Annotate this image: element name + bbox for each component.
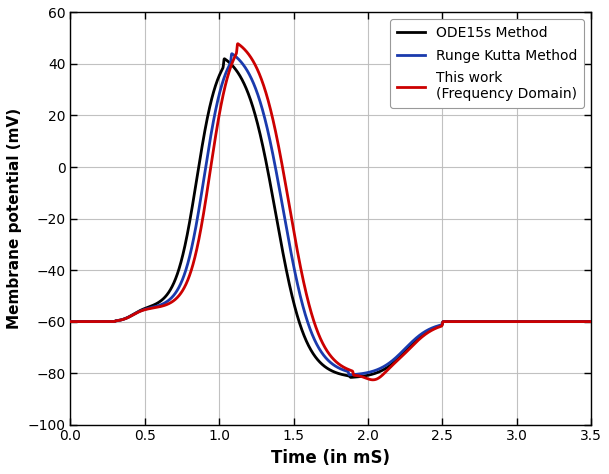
- Legend: ODE15s Method, Runge Kutta Method, This work
(Frequency Domain): ODE15s Method, Runge Kutta Method, This …: [390, 19, 584, 108]
- ODE15s Method: [521, 319, 529, 324]
- Runge Kutta Method: [588, 319, 595, 324]
- ODE15s Method: [577, 319, 585, 324]
- Line: Runge Kutta Method: Runge Kutta Method: [71, 54, 591, 375]
- This work
(Frequency Domain): [67, 319, 74, 324]
- Runge Kutta Method: [67, 319, 74, 324]
- Runge Kutta Method: [267, 139, 274, 145]
- This work
(Frequency Domain): [369, 377, 376, 383]
- Y-axis label: Membrane potential (mV): Membrane potential (mV): [7, 108, 22, 329]
- This work
(Frequency Domain): [157, 304, 164, 310]
- Runge Kutta Method: [289, 259, 297, 264]
- Runge Kutta Method: [346, 372, 353, 378]
- Line: ODE15s Method: ODE15s Method: [71, 59, 591, 377]
- ODE15s Method: [67, 319, 74, 324]
- This work
(Frequency Domain): [588, 319, 595, 324]
- This work
(Frequency Domain): [267, 106, 274, 111]
- This work
(Frequency Domain): [234, 41, 241, 46]
- ODE15s Method: [220, 56, 228, 62]
- Runge Kutta Method: [521, 319, 529, 324]
- This work
(Frequency Domain): [577, 319, 585, 324]
- Runge Kutta Method: [577, 319, 585, 324]
- This work
(Frequency Domain): [126, 314, 133, 319]
- This work
(Frequency Domain): [289, 223, 297, 228]
- ODE15s Method: [267, 181, 274, 186]
- Runge Kutta Method: [228, 51, 236, 56]
- ODE15s Method: [347, 374, 354, 380]
- Runge Kutta Method: [126, 314, 133, 319]
- ODE15s Method: [588, 319, 595, 324]
- Line: This work
(Frequency Domain): This work (Frequency Domain): [71, 44, 591, 380]
- This work
(Frequency Domain): [521, 319, 529, 324]
- ODE15s Method: [126, 313, 133, 319]
- X-axis label: Time (in mS): Time (in mS): [271, 449, 390, 467]
- ODE15s Method: [157, 298, 164, 304]
- ODE15s Method: [289, 296, 297, 302]
- Runge Kutta Method: [157, 302, 164, 308]
